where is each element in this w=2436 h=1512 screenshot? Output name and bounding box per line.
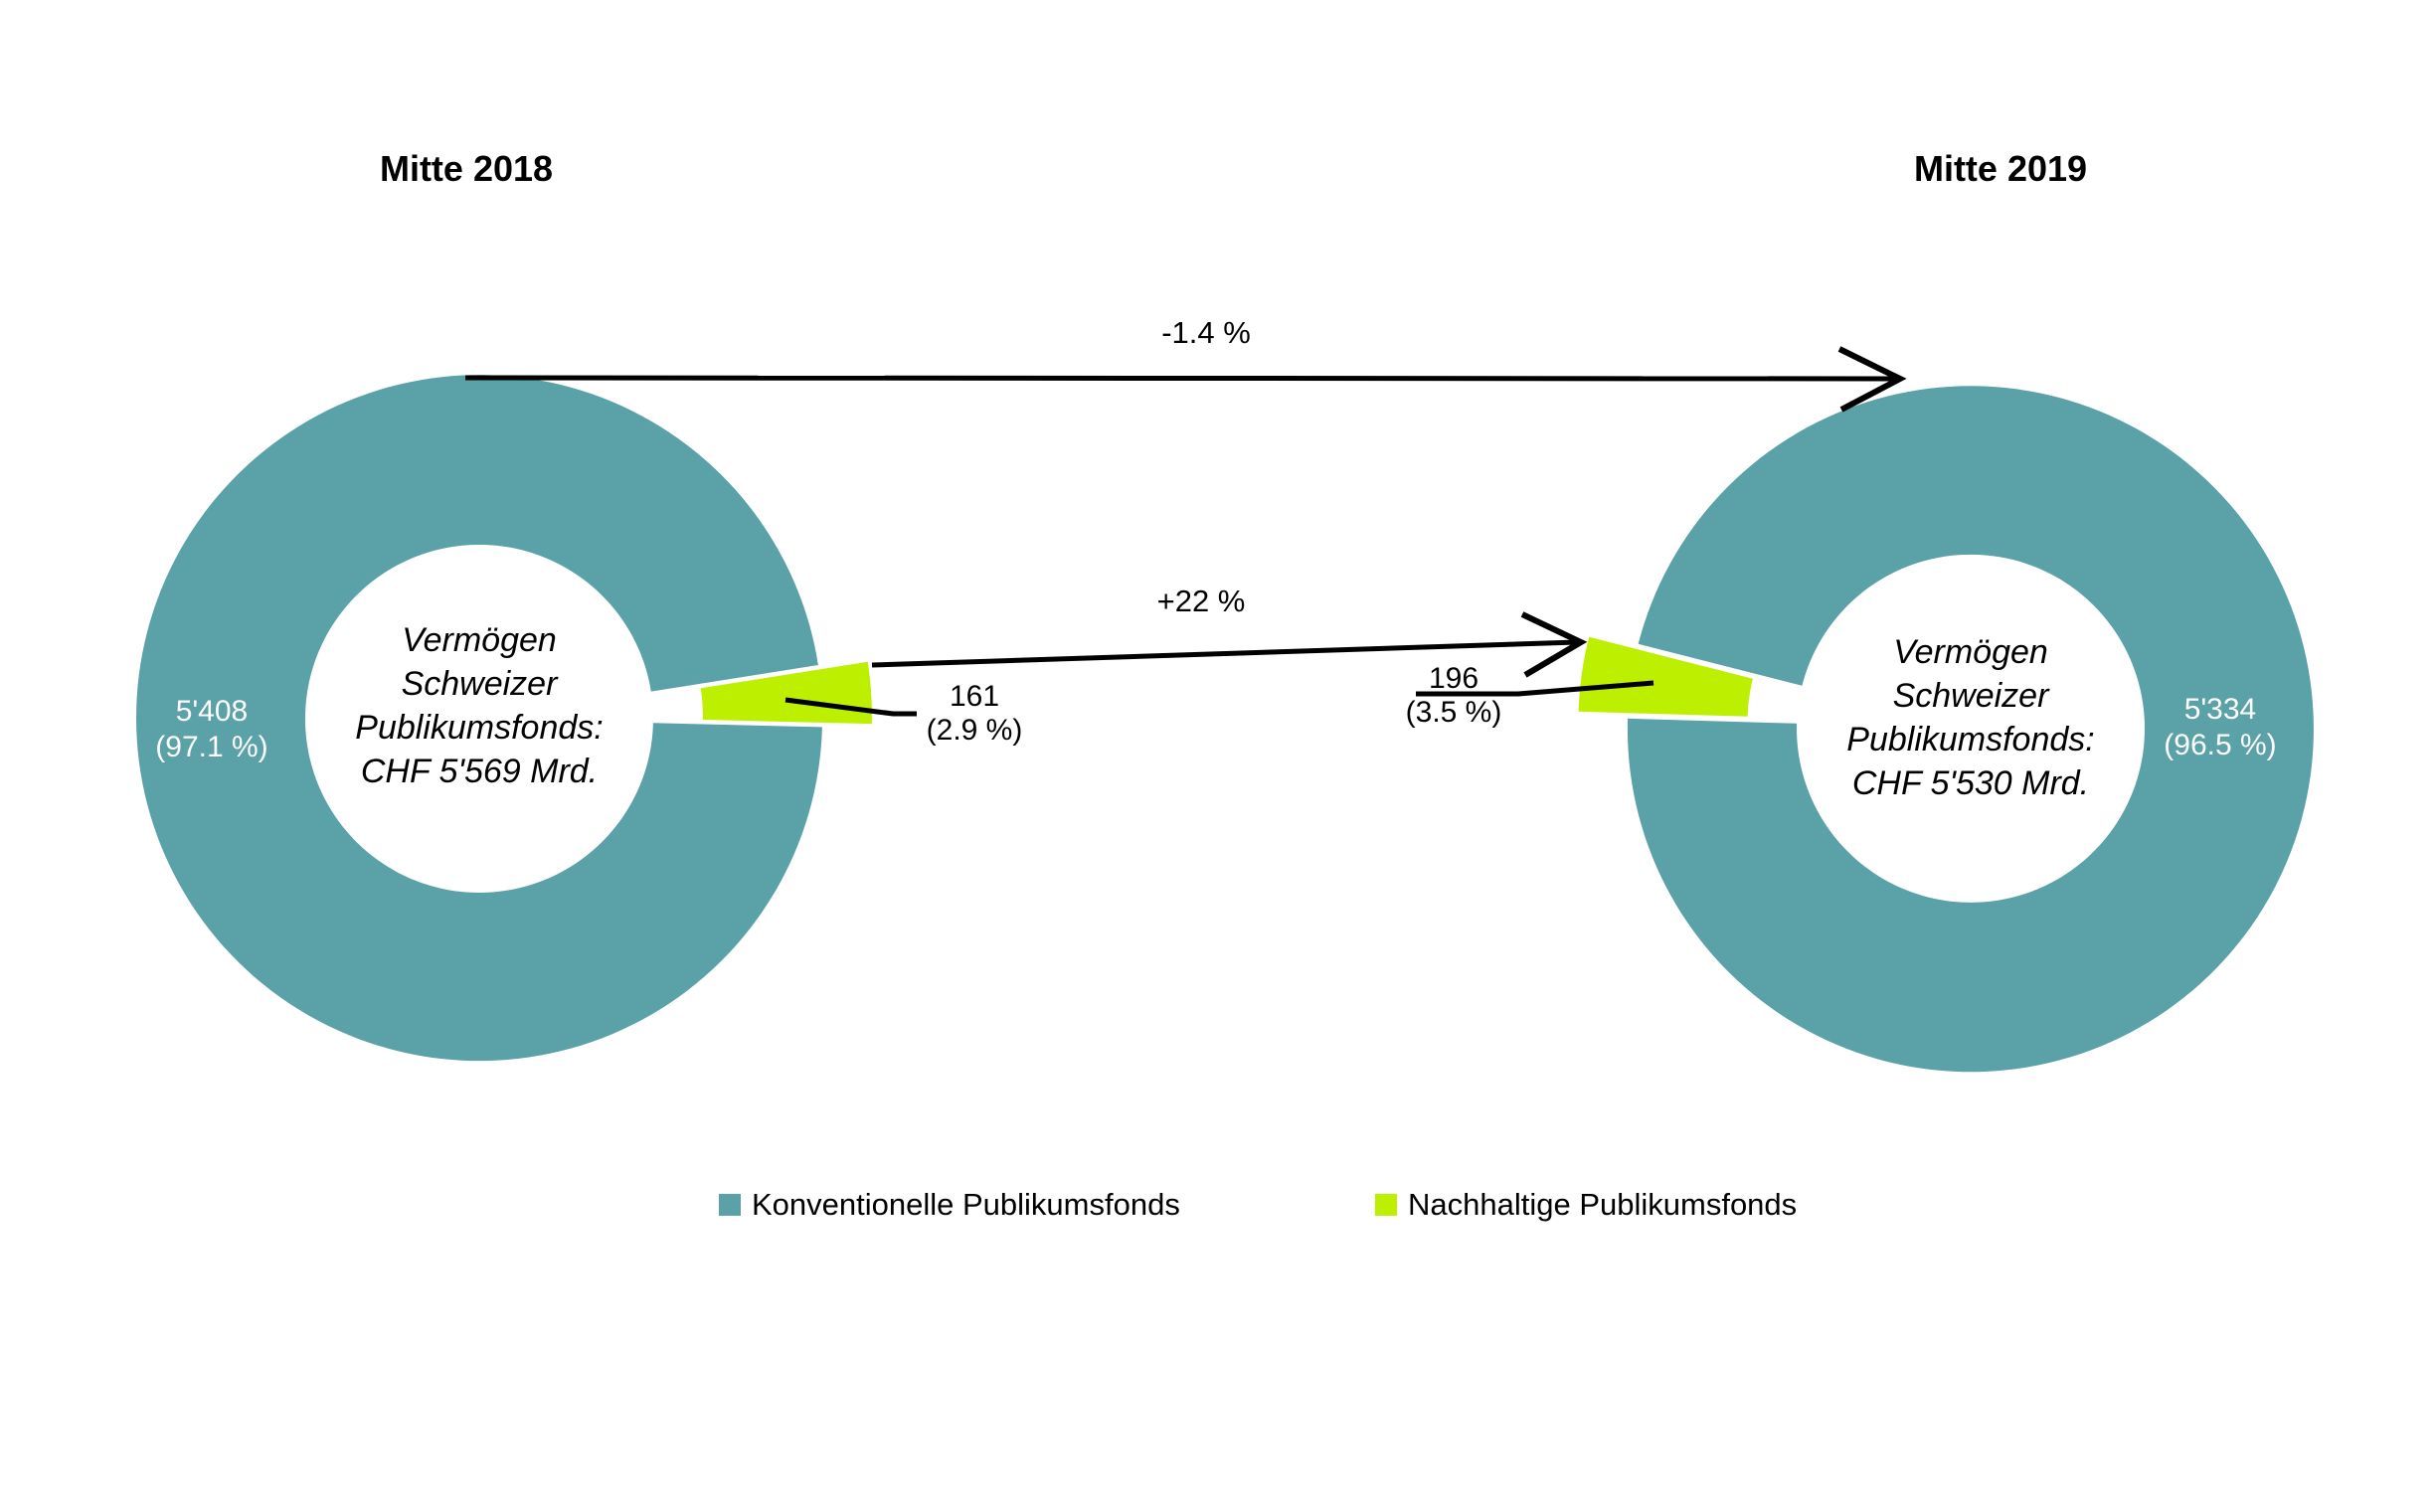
total-change-label: -1.4 % [1161, 315, 1251, 350]
donut-2019-conventional-label: 5'334 (96.5 %) [2071, 692, 2369, 763]
legend-swatch-conventional-icon [719, 1194, 741, 1216]
donut-2018-center-line2: Schweizer [401, 665, 558, 703]
donut-2018-sustainable-value: 161 [949, 680, 1000, 713]
donut-2019-center-line4: CHF 5'530 Mrd. [1851, 764, 2090, 802]
sustainable-change-arrow-line [871, 639, 1578, 668]
donut-2019-sustainable-segment [1578, 636, 1753, 717]
donut-2019-sustainable-label: 196 (3.5 %) [1334, 662, 1573, 730]
title-mitte-2018: Mitte 2018 [379, 148, 554, 189]
legend-label-conventional: Konventionelle Publikumsfonds [752, 1187, 1180, 1222]
sustainable-change-arrow-head [1520, 611, 1588, 678]
donut-2018-center-line4: CHF 5'569 Mrd. [360, 753, 599, 790]
donut-2018-center-text: Vermögen Schweizer Publikumsfonds: CHF 5… [231, 618, 728, 793]
donut-2018-sustainable-pct: (2.9 %) [926, 714, 1023, 747]
leader-line-2019-sustainable [1416, 680, 1654, 697]
sustainable-change-label: +22 % [1156, 584, 1246, 618]
donut-2019-center-line2: Schweizer [1892, 677, 2049, 715]
donut-2019-conventional-value: 5'334 [2183, 693, 2257, 726]
donut-2019-sustainable-pct: (3.5 %) [1405, 696, 1502, 729]
donut-2018-conventional-label: 5'408 (97.1 %) [63, 694, 361, 765]
donut-2019-sustainable-value: 196 [1428, 662, 1479, 695]
total-change-arrow-head [1837, 346, 1907, 413]
legend-item-sustainable: Nachhaltige Publikumsfonds [1375, 1183, 1797, 1227]
donut-2018-sustainable-segment [700, 661, 872, 725]
donut-2018-conventional-segment [136, 375, 822, 1062]
total-change-arrow-line [464, 375, 1898, 382]
donut-2019-conventional-segment [1627, 386, 2314, 1073]
legend-label-sustainable: Nachhaltige Publikumsfonds [1408, 1187, 1798, 1222]
donut-2019-center-line1: Vermögen [1893, 633, 2048, 671]
leader-line-2018-sustainable [784, 697, 917, 717]
donut-2018-conventional-pct: (97.1 %) [155, 731, 268, 763]
title-mitte-2019: Mitte 2019 [1913, 148, 2088, 189]
legend-swatch-sustainable-icon [1375, 1194, 1397, 1216]
donut-2018-center-line3: Publikumsfonds: [355, 709, 604, 747]
donut-2019-conventional-pct: (96.5 %) [2164, 729, 2277, 761]
donut-2018-center-line1: Vermögen [402, 621, 557, 659]
donut-2019-center-text: Vermögen Schweizer Publikumsfonds: CHF 5… [1722, 630, 2219, 805]
donut-2018-conventional-value: 5'408 [175, 695, 249, 728]
donut-2019-center-line3: Publikumsfonds: [1846, 721, 2095, 758]
donut-2018-sustainable-label: 161 (2.9 %) [855, 680, 1094, 748]
legend-item-conventional: Konventionelle Publikumsfonds [719, 1183, 1180, 1227]
